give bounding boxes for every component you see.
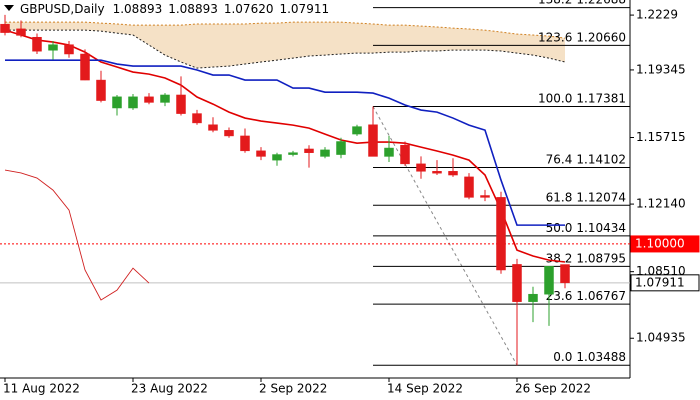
- x-tick-label: 26 Sep 2022: [515, 382, 591, 396]
- candle-body: [368, 124, 378, 157]
- candle-body: [80, 53, 90, 81]
- y-tick-label: 1.04935: [636, 331, 686, 345]
- candle-body: [96, 79, 106, 101]
- price-marker-box: [630, 274, 700, 292]
- fib-price: 1.08795: [576, 251, 626, 265]
- candle-body: [112, 96, 122, 109]
- candle-body: [496, 197, 506, 271]
- chart-title: GBPUSD,Daily 1.08893 1.08893 1.07620 1.07911: [20, 2, 329, 16]
- fib-price: 1.14102: [576, 152, 626, 166]
- price-marker-label: 1.07911: [635, 275, 685, 289]
- candle-body: [192, 113, 202, 124]
- candle-body: [64, 44, 74, 55]
- symbol: GBPUSD,Daily: [20, 2, 105, 16]
- cloud-upper: [5, 21, 566, 39]
- fib-label: 38.2 1.08795: [546, 251, 626, 265]
- fib-label: 23.6 1.06767: [546, 289, 626, 303]
- ohlc-label: 1.08893: [168, 2, 218, 16]
- candle-body: [560, 264, 570, 284]
- fib-ratio: 100.0: [538, 91, 572, 105]
- fib-ratio: 38.2: [546, 251, 573, 265]
- candle-body: [0, 23, 10, 33]
- candle-body: [128, 96, 138, 109]
- fib-price: 1.22688: [576, 0, 626, 6]
- fib-price: 1.12074: [576, 190, 626, 204]
- price-marker-label: 1.10000: [635, 236, 685, 250]
- candle-body: [272, 154, 282, 161]
- fib-price: 1.06767: [576, 289, 626, 303]
- fib-label: 50.0 1.10434: [546, 220, 626, 234]
- fib-ratio: 123.6: [538, 30, 572, 44]
- candle-body: [160, 94, 170, 103]
- x-tick-label: 11 Aug 2022: [3, 382, 80, 396]
- fib-label: 100.0 1.17381: [538, 91, 626, 105]
- candle-body: [240, 135, 250, 152]
- candle-body: [544, 266, 554, 295]
- fib-ratio: 50.0: [546, 220, 573, 234]
- y-tick-label: 1.19345: [636, 62, 686, 76]
- candle-body: [464, 176, 474, 198]
- x-tick-label: 14 Sep 2022: [387, 382, 463, 396]
- candle-body: [352, 126, 362, 135]
- fib-price: 1.17381: [576, 91, 626, 105]
- x-tick-label: 2 Sep 2022: [259, 382, 327, 396]
- candle-body: [48, 44, 58, 51]
- cloud-fill: [5, 22, 565, 69]
- candle-body: [480, 195, 490, 198]
- fib-price: 1.10434: [576, 220, 626, 234]
- fib-label: 123.6 1.20660: [538, 30, 626, 44]
- indicator-line: [4, 169, 150, 301]
- candle-body: [304, 148, 314, 153]
- collapse-icon[interactable]: [4, 5, 14, 11]
- candle-body: [224, 130, 234, 137]
- candle-body: [256, 150, 266, 157]
- fib-label: 138.2 1.22688: [538, 0, 626, 6]
- cloud-lower: [5, 29, 566, 69]
- candle-body: [32, 36, 42, 52]
- candle-body: [320, 149, 330, 157]
- fib-label: 76.4 1.14102: [546, 152, 626, 166]
- fib-price: 1.20660: [576, 30, 626, 44]
- fib-label: 0.0 1.03488: [553, 350, 626, 364]
- candle-body: [288, 152, 298, 155]
- fib-price: 1.03488: [576, 350, 626, 364]
- candle-body: [512, 264, 522, 302]
- candle-body: [144, 96, 154, 103]
- y-tick-label: 1.12140: [636, 197, 686, 211]
- fib-trend: [372, 106, 518, 366]
- candle-body: [432, 171, 442, 174]
- fib-ratio: 76.4: [546, 152, 573, 166]
- indicator-line: [5, 59, 565, 226]
- ohlc-label: 1.07911: [279, 2, 329, 16]
- candle-body: [400, 144, 410, 165]
- fib-label: 61.8 1.12074: [546, 190, 626, 204]
- candle-body: [384, 147, 394, 157]
- y-tick-label: 1.15715: [636, 130, 686, 144]
- candle-body: [176, 94, 186, 114]
- candle-body: [448, 171, 458, 176]
- y-tick-label: 1.2229: [636, 8, 678, 22]
- candle-body: [208, 124, 218, 131]
- candle-body: [416, 163, 426, 172]
- candle-body: [528, 293, 538, 302]
- candle-body: [336, 141, 346, 155]
- fib-ratio: 0.0: [553, 350, 572, 364]
- ohlc-label: 1.07620: [224, 2, 274, 16]
- fib-ratio: 138.2: [538, 0, 572, 6]
- x-tick-label: 23 Aug 2022: [131, 382, 208, 396]
- candle-body: [16, 28, 26, 36]
- ohlc-label: 1.08893: [113, 2, 163, 16]
- fib-ratio: 61.8: [546, 190, 573, 204]
- price-marker-box: [630, 235, 700, 253]
